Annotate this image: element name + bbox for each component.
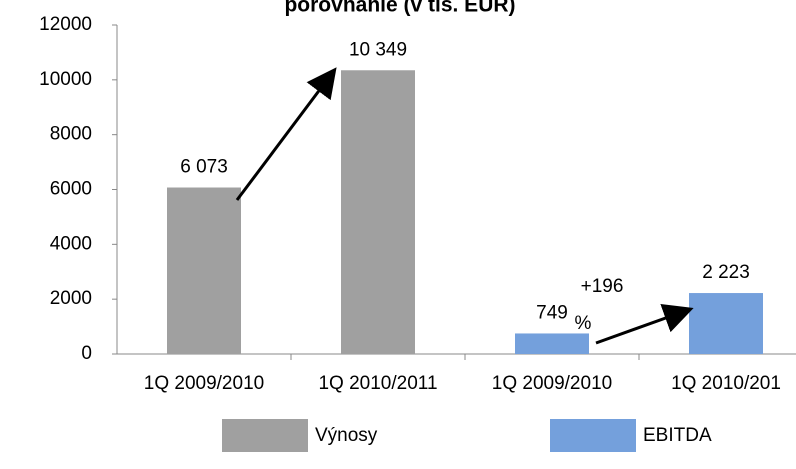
y-tick-label: 10000 bbox=[39, 69, 92, 90]
legend-swatch bbox=[222, 419, 308, 452]
chart-title: porovnanie (v tis. EUR) bbox=[284, 0, 515, 17]
x-tick-label: 1Q 2010/201 bbox=[671, 373, 781, 394]
bar bbox=[167, 187, 241, 354]
annotation: % bbox=[575, 313, 592, 334]
annotation: +196 bbox=[581, 276, 624, 297]
arrow bbox=[595, 303, 694, 345]
legend-label: EBITDA bbox=[643, 425, 712, 446]
y-tick-label: 12000 bbox=[39, 14, 92, 35]
y-tick-label: 6000 bbox=[50, 179, 92, 200]
y-tick-label: 8000 bbox=[50, 124, 92, 145]
bar bbox=[515, 333, 589, 354]
x-tick-label: 1Q 2009/2010 bbox=[492, 373, 612, 394]
legend-label: Výnosy bbox=[315, 425, 378, 446]
y-tick-label: 0 bbox=[81, 343, 92, 364]
data-label: 10 349 bbox=[349, 39, 407, 60]
legend-swatch bbox=[550, 419, 636, 452]
x-tick-label: 1Q 2010/2011 bbox=[318, 373, 437, 394]
data-label: 749 bbox=[536, 302, 568, 323]
y-tick-label: 2000 bbox=[50, 288, 92, 309]
x-tick-label: 1Q 2009/2010 bbox=[144, 373, 264, 394]
data-label: 6 073 bbox=[180, 157, 228, 178]
data-label: 2 223 bbox=[702, 262, 750, 283]
arrow bbox=[235, 67, 337, 201]
bar bbox=[689, 293, 763, 354]
bar bbox=[341, 70, 415, 354]
y-tick-label: 4000 bbox=[50, 233, 92, 254]
